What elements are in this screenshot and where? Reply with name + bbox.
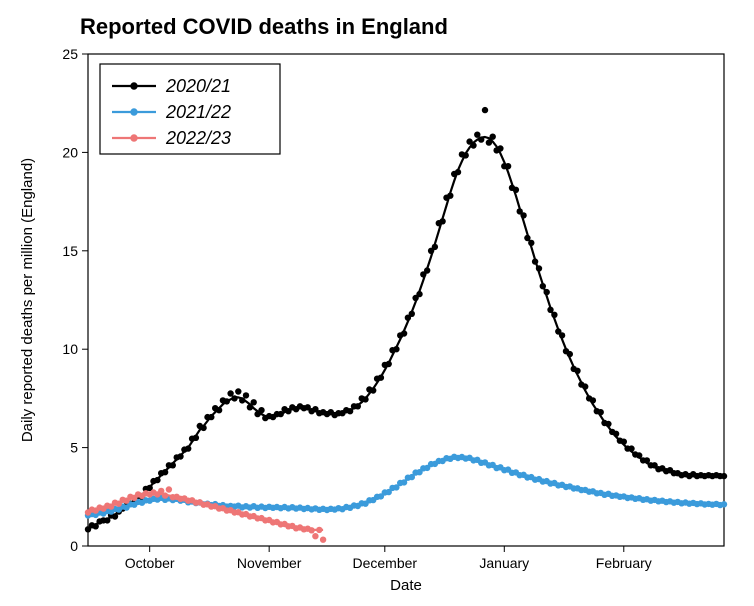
series-point (258, 407, 264, 413)
series-point (628, 445, 634, 451)
series-point (497, 145, 503, 151)
series-point (170, 462, 176, 468)
series-point (540, 283, 546, 289)
series-point (536, 265, 542, 271)
legend-marker (130, 82, 137, 89)
legend-label: 2020/21 (165, 76, 231, 96)
x-tick-label: November (237, 555, 302, 571)
series-point (567, 351, 573, 357)
series-point (312, 533, 318, 539)
series-point (401, 330, 407, 336)
series-point (721, 501, 727, 507)
series-point (559, 332, 565, 338)
series-point (505, 163, 511, 169)
series-point (424, 267, 430, 273)
chart-svg: 0 5 10 15 20 25 October November December January… (0, 0, 754, 606)
series-point (470, 142, 476, 148)
series-point (513, 187, 519, 193)
series-point (482, 107, 488, 113)
series-point (721, 473, 727, 479)
y-tick-label: 25 (62, 46, 78, 62)
series-point (447, 193, 453, 199)
series-point (177, 453, 183, 459)
series-point (463, 152, 469, 158)
x-tick-label: January (479, 555, 529, 571)
series-point (208, 414, 214, 420)
series-point (251, 399, 257, 405)
series-point (582, 383, 588, 389)
series-point (166, 486, 172, 492)
series-line-2021-22 (88, 457, 724, 515)
series-point (200, 425, 206, 431)
series-point (528, 240, 534, 246)
series-point (590, 397, 596, 403)
series-point (224, 398, 230, 404)
series-point (486, 139, 492, 145)
series-point (439, 218, 445, 224)
series-point (544, 289, 550, 295)
series-point (320, 537, 326, 543)
series-point (598, 409, 604, 415)
series-point (478, 136, 484, 142)
series-point (520, 212, 526, 218)
series-point (551, 312, 557, 318)
series-point (362, 396, 368, 402)
series-point (193, 435, 199, 441)
y-tick-label: 5 (70, 440, 78, 456)
series-point (154, 477, 160, 483)
series-point (393, 346, 399, 352)
series-point (216, 407, 222, 413)
legend-marker (130, 134, 137, 141)
series-point (547, 307, 553, 313)
x-tick-label: October (125, 555, 175, 571)
series-point (162, 492, 168, 498)
series-point (378, 375, 384, 381)
series-point (621, 439, 627, 445)
series-point (185, 445, 191, 451)
series-point (370, 387, 376, 393)
y-tick-label: 15 (62, 243, 78, 259)
series-point (235, 388, 241, 394)
series-point (490, 134, 496, 140)
series-point (574, 368, 580, 374)
series-point (409, 311, 415, 317)
x-tick-label: December (353, 555, 418, 571)
series-point (162, 469, 168, 475)
x-axis-label: Date (390, 577, 422, 594)
legend-label: 2021/22 (165, 102, 231, 122)
series-point (386, 361, 392, 367)
series-point (532, 258, 538, 264)
series-point (243, 392, 249, 398)
series-point (231, 395, 237, 401)
chart-container: Reported COVID deaths in England 0 5 10 15 2… (0, 0, 754, 606)
y-axis-label: Daily reported deaths per million (Engla… (19, 158, 36, 442)
legend-label: 2022/23 (165, 128, 231, 148)
series-point (416, 291, 422, 297)
y-tick-label: 20 (62, 144, 78, 160)
series-point (432, 244, 438, 250)
series-point (355, 403, 361, 409)
y-tick-label: 10 (62, 341, 78, 357)
x-tick-label: February (596, 555, 652, 571)
series-point (605, 421, 611, 427)
series-point (308, 527, 314, 533)
series-point (455, 169, 461, 175)
chart-title: Reported COVID deaths in England (80, 14, 448, 40)
series-point (613, 431, 619, 437)
series-point (316, 527, 322, 533)
legend-marker (130, 108, 137, 115)
y-tick-label: 0 (70, 538, 78, 554)
